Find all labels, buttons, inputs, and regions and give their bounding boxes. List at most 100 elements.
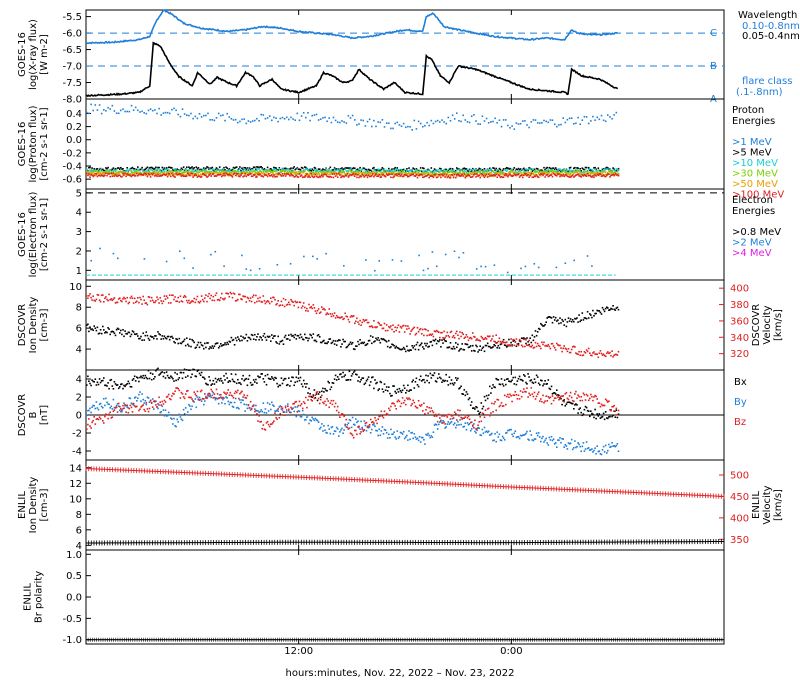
series-point bbox=[618, 309, 620, 311]
series-point bbox=[187, 344, 189, 346]
series-point bbox=[284, 337, 286, 339]
series-point bbox=[207, 173, 209, 175]
series-point bbox=[411, 345, 413, 347]
series-point bbox=[375, 126, 377, 128]
series-point bbox=[527, 345, 529, 347]
series-point bbox=[617, 307, 619, 309]
series-point bbox=[484, 396, 486, 398]
series-point bbox=[182, 301, 184, 303]
series-point bbox=[539, 436, 541, 438]
series-point bbox=[343, 318, 345, 320]
series-point bbox=[107, 107, 109, 109]
series-point bbox=[184, 113, 186, 115]
series-point bbox=[88, 410, 90, 412]
series-point bbox=[427, 433, 429, 435]
series-point bbox=[296, 338, 298, 340]
series-point bbox=[542, 436, 544, 438]
series-point bbox=[583, 319, 585, 321]
series-point bbox=[415, 436, 417, 438]
series-point bbox=[477, 123, 479, 125]
series-point bbox=[168, 336, 170, 338]
series-point bbox=[440, 378, 442, 380]
series-point bbox=[434, 340, 436, 342]
series-point bbox=[126, 383, 128, 385]
series-point bbox=[240, 384, 242, 386]
series-point bbox=[356, 374, 358, 376]
series-point bbox=[213, 296, 215, 298]
series-point bbox=[171, 418, 173, 420]
series-point bbox=[267, 171, 269, 173]
series-point bbox=[212, 167, 214, 169]
series-point bbox=[216, 172, 218, 174]
series-point bbox=[514, 345, 516, 347]
series-point bbox=[365, 382, 367, 384]
series-point bbox=[359, 339, 361, 341]
series-point bbox=[186, 169, 188, 171]
series-point bbox=[376, 326, 378, 328]
series-point bbox=[246, 176, 248, 178]
series-point bbox=[393, 176, 395, 178]
series-point bbox=[196, 175, 198, 177]
series-point bbox=[401, 174, 403, 176]
series-point bbox=[302, 305, 304, 307]
series-point bbox=[458, 350, 460, 352]
series-point bbox=[100, 301, 102, 303]
series-point bbox=[607, 168, 609, 170]
series-point bbox=[459, 419, 461, 421]
series-point bbox=[290, 117, 292, 119]
series-point bbox=[576, 171, 578, 173]
series-point bbox=[550, 439, 552, 441]
series-point bbox=[431, 120, 433, 122]
series-point bbox=[461, 332, 463, 334]
series-point bbox=[483, 175, 485, 177]
series-point bbox=[103, 109, 105, 111]
series-point bbox=[139, 391, 141, 393]
series-point bbox=[121, 411, 123, 413]
series-point bbox=[414, 433, 416, 435]
series-point bbox=[333, 340, 335, 342]
series-point bbox=[296, 171, 298, 173]
series-point bbox=[496, 347, 498, 349]
series-point bbox=[455, 377, 457, 379]
series-point bbox=[583, 354, 585, 356]
series-point bbox=[98, 384, 100, 386]
series-point bbox=[302, 167, 304, 169]
series-point bbox=[241, 119, 243, 121]
series-point bbox=[254, 334, 256, 336]
series-point bbox=[498, 345, 500, 347]
series-point bbox=[121, 409, 123, 411]
series-point bbox=[395, 392, 397, 394]
series-point bbox=[449, 174, 451, 176]
series-point bbox=[477, 410, 479, 412]
series-point bbox=[171, 109, 173, 111]
series-point bbox=[310, 168, 312, 170]
series-point bbox=[204, 378, 206, 380]
series-point bbox=[156, 176, 158, 178]
series-point bbox=[136, 173, 138, 175]
series-point bbox=[266, 412, 268, 414]
series-point bbox=[320, 396, 322, 398]
flare-class-label: (.1-.8nm) bbox=[736, 87, 783, 98]
series-point bbox=[458, 120, 460, 122]
series-point bbox=[187, 375, 189, 377]
series-point bbox=[617, 354, 619, 356]
series-point bbox=[216, 381, 218, 383]
series-point bbox=[232, 176, 234, 178]
series-point bbox=[509, 127, 511, 129]
series-point bbox=[271, 376, 273, 378]
series-point bbox=[347, 316, 349, 318]
series-point bbox=[496, 176, 498, 178]
series-point bbox=[292, 377, 294, 379]
series-point bbox=[166, 295, 168, 297]
series-point bbox=[192, 340, 194, 342]
series-point bbox=[584, 116, 586, 118]
series-point bbox=[556, 175, 558, 177]
series-point bbox=[250, 121, 252, 123]
series-point bbox=[89, 293, 91, 295]
series-point bbox=[515, 171, 517, 173]
series-point bbox=[391, 395, 393, 397]
series-point bbox=[378, 174, 380, 176]
series-point bbox=[543, 120, 545, 122]
series-point bbox=[426, 380, 428, 382]
series-point bbox=[356, 318, 358, 320]
